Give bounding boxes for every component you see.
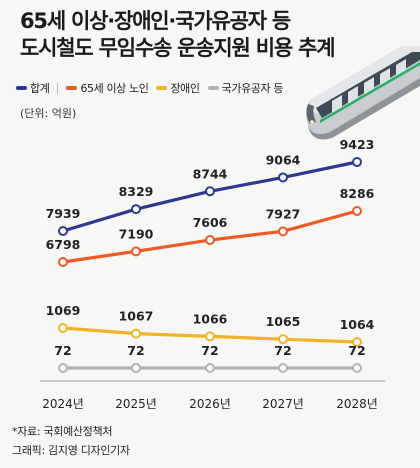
data-point-s1-2 xyxy=(205,235,215,246)
data-point-s3-1 xyxy=(131,363,141,373)
data-label-s1-2: 7606 xyxy=(193,215,228,230)
data-label-s3-0: 72 xyxy=(54,343,71,358)
data-point-s1-3 xyxy=(278,226,288,237)
legend-label-veterans: 국가유공자 등 xyxy=(221,82,284,95)
legend-item-veterans: 국가유공자 등 xyxy=(207,80,284,96)
legend-item-total: 합계 xyxy=(16,80,50,96)
line-chart: 7939 8329 8744 9064 9423 6798 7190 7606 7927 8286… xyxy=(40,137,385,411)
data-label-s1-3: 7927 xyxy=(266,206,301,221)
data-label-s2-2: 1066 xyxy=(193,311,228,326)
data-point-s1-1 xyxy=(131,246,141,257)
subway-train-illustration xyxy=(306,46,420,140)
data-label-s0-0: 7939 xyxy=(46,206,81,221)
data-point-s2-0 xyxy=(58,323,68,333)
x-tick-label-0: 2024년 xyxy=(42,397,84,411)
x-tick-label-3: 2027년 xyxy=(262,397,304,411)
data-point-s2-4 xyxy=(352,337,362,347)
data-label-s3-3: 72 xyxy=(274,343,291,358)
legend-swatch-disabled xyxy=(156,86,168,90)
data-label-s0-4: 9423 xyxy=(340,137,375,152)
chart-title: 65세 이상·장애인·국가유공자 등 도시철도 무임수송 운송지원 비용 추계 xyxy=(20,8,336,62)
legend-label-seniors: 65세 이상 노인 xyxy=(80,82,149,95)
data-point-s1-0 xyxy=(58,257,68,267)
data-point-s2-1 xyxy=(131,328,141,339)
legend-swatch-seniors xyxy=(66,86,78,90)
graphic-credit: 그래픽: 김지영 디자인기자 xyxy=(12,444,130,457)
x-tick-label-2: 2026년 xyxy=(189,397,231,411)
data-label-s0-2: 8744 xyxy=(193,166,228,181)
legend-divider xyxy=(57,82,59,94)
data-label-s1-0: 6798 xyxy=(46,237,81,252)
unit-label: (단위: 억원) xyxy=(20,107,77,120)
data-label-s1-4: 8286 xyxy=(340,186,375,201)
legend-label-total: 합계 xyxy=(30,82,50,95)
data-label-s3-4: 72 xyxy=(348,343,365,358)
data-point-s0-1 xyxy=(131,204,141,215)
legend-swatch-veterans xyxy=(207,86,219,90)
legend-item-seniors: 65세 이상 노인 xyxy=(66,80,149,96)
data-label-s3-1: 72 xyxy=(127,343,144,358)
chart-title-line1: 65세 이상·장애인·국가유공자 등 xyxy=(20,9,291,33)
data-point-s0-3 xyxy=(278,172,288,183)
legend: 합계 65세 이상 노인 장애인 국가유공자 등 xyxy=(16,80,316,96)
chart-title-line2: 도시철도 무임수송 운송지원 비용 추계 xyxy=(20,36,336,60)
data-point-s2-2 xyxy=(205,331,215,342)
data-point-s0-4 xyxy=(352,157,362,167)
data-point-s3-3 xyxy=(278,363,288,373)
data-label-s2-3: 1065 xyxy=(266,314,301,329)
data-point-s3-4 xyxy=(352,363,362,373)
data-label-s1-1: 7190 xyxy=(119,226,154,241)
data-label-s3-2: 72 xyxy=(201,343,218,358)
data-label-s2-4: 1064 xyxy=(340,317,375,332)
legend-label-disabled: 장애인 xyxy=(170,82,200,95)
data-label-s0-3: 9064 xyxy=(266,152,301,167)
data-point-s0-2 xyxy=(205,186,215,197)
legend-swatch-total xyxy=(16,86,27,90)
data-label-s2-0: 1069 xyxy=(46,303,81,318)
x-tick-label-4: 2028년 xyxy=(336,397,378,411)
data-point-s3-0 xyxy=(58,363,68,373)
data-point-s2-3 xyxy=(278,334,288,345)
data-point-s1-4 xyxy=(352,206,362,216)
source-note: *자료: 국회예산정책처 xyxy=(12,425,113,438)
train-body xyxy=(306,46,420,140)
data-label-s2-1: 1067 xyxy=(119,309,154,324)
legend-item-disabled: 장애인 xyxy=(156,80,200,96)
data-point-s0-0 xyxy=(58,226,68,236)
data-label-s0-1: 8329 xyxy=(119,184,154,199)
data-point-s3-2 xyxy=(205,363,215,373)
x-tick-label-1: 2025년 xyxy=(115,397,157,411)
